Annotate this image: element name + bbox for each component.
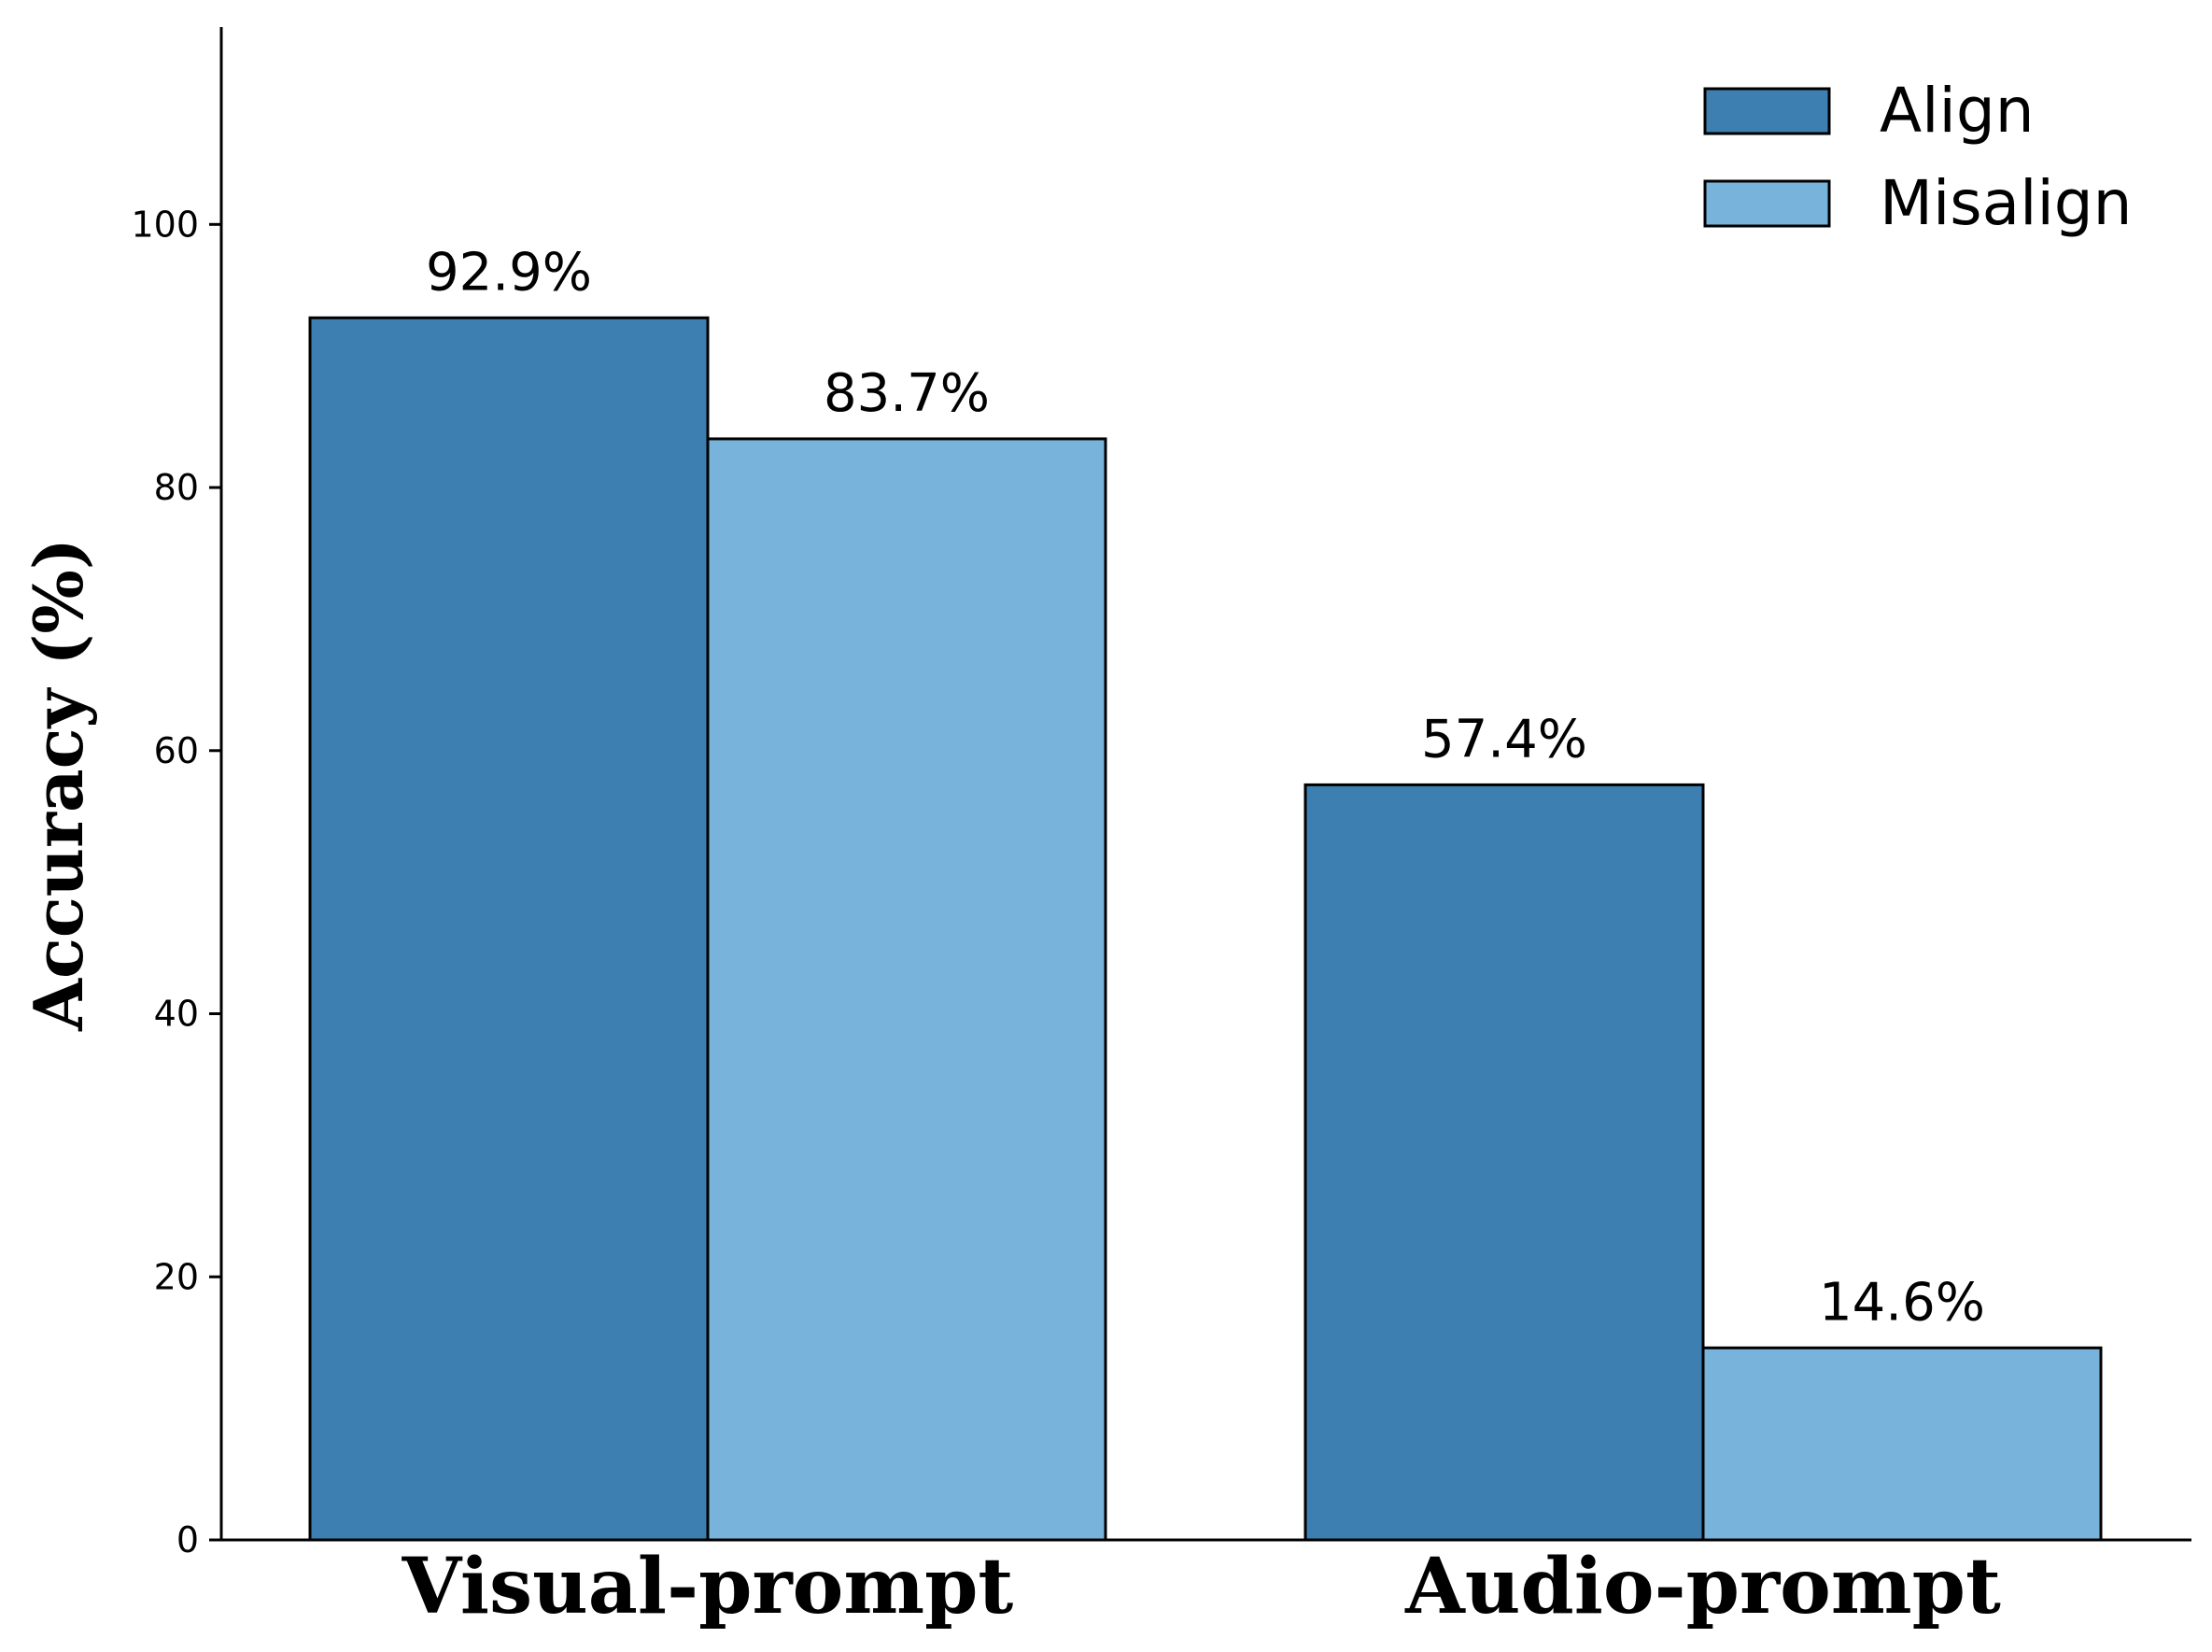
bar-align-audio-prompt	[1303, 783, 1705, 1542]
legend: Align Misalign	[1703, 75, 2133, 239]
data-label: 14.6%	[1819, 1272, 1985, 1333]
data-label: 92.9%	[426, 242, 592, 303]
x-category-label: Audio-prompt	[1404, 1542, 2001, 1631]
bar-misalign-visual-prompt	[706, 437, 1107, 1542]
data-label: 57.4%	[1421, 709, 1587, 770]
legend-swatch-align	[1703, 87, 1831, 135]
bars-group	[308, 316, 2103, 1542]
data-labels-group: 92.9% 57.4% 83.7% 14.6%	[426, 242, 1985, 1333]
y-tick-label: 40	[154, 994, 199, 1035]
legend-label-align: Align	[1880, 75, 2035, 147]
bar-align-visual-prompt	[308, 316, 710, 1542]
x-category-label: Visual-prompt	[402, 1542, 1014, 1631]
y-tick-label: 80	[154, 467, 199, 508]
y-tick-label: 100	[131, 204, 199, 245]
y-tick-label: 0	[176, 1519, 199, 1560]
bar-misalign-audio-prompt	[1701, 1346, 2103, 1542]
legend-swatch-misalign	[1703, 179, 1831, 228]
y-tick-label: 20	[154, 1256, 199, 1297]
data-label: 83.7%	[824, 363, 990, 424]
legend-label-misalign: Misalign	[1880, 167, 2133, 239]
y-tick-label: 60	[154, 730, 199, 771]
x-categories-group: Visual-prompt Audio-prompt	[402, 1542, 2001, 1631]
y-axis-title: Accuracy (%)	[19, 538, 98, 1032]
axes-group	[219, 27, 2191, 1542]
y-ticks-group: 0 20 40 60 80 100	[131, 204, 221, 1560]
